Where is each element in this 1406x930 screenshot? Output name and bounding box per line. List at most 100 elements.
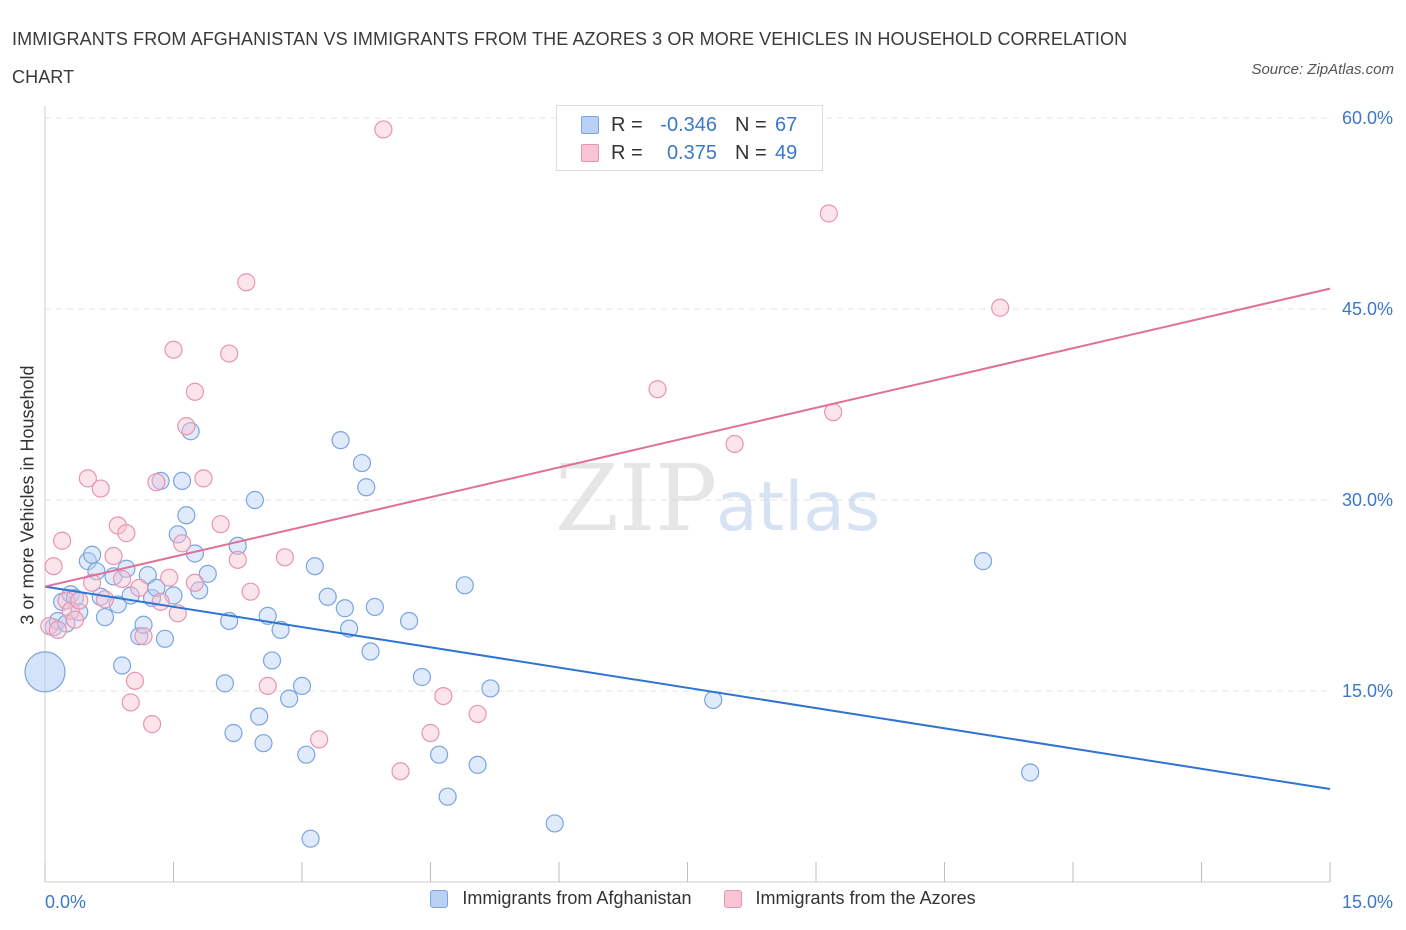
data-point xyxy=(819,204,838,223)
trend-line-afghanistan xyxy=(44,585,1331,791)
data-point xyxy=(245,490,264,510)
data-point xyxy=(704,690,723,710)
data-point xyxy=(258,676,277,696)
data-point xyxy=(57,591,76,610)
data-point xyxy=(241,582,260,601)
legend-n-label: N = xyxy=(735,141,767,164)
data-point xyxy=(125,671,145,690)
data-point xyxy=(104,546,123,566)
data-point xyxy=(434,686,453,706)
grid-layer xyxy=(45,117,1330,692)
data-point xyxy=(138,566,157,585)
data-point xyxy=(130,627,149,646)
x-tick-label: 15.0% xyxy=(1342,892,1393,912)
data-point xyxy=(142,715,162,734)
data-point xyxy=(991,298,1010,317)
y-tick-label: 30.0% xyxy=(1342,490,1393,510)
legend-r-value: 0.375 xyxy=(666,141,717,164)
legend-r-label: R = xyxy=(611,113,643,136)
data-point xyxy=(438,787,457,806)
data-point xyxy=(172,534,192,553)
data-point xyxy=(335,599,354,618)
data-point xyxy=(164,340,183,359)
series-legend-afghanistan: Immigrants from Afghanistan xyxy=(430,888,692,909)
data-point xyxy=(297,745,316,764)
data-point xyxy=(318,587,337,606)
legend-r-label: R = xyxy=(611,141,643,164)
legend-r-value: -0.346 xyxy=(660,113,717,136)
data-point xyxy=(48,620,67,639)
y-tick-label: 15.0% xyxy=(1342,681,1393,701)
axis-layer xyxy=(44,106,1331,883)
chart-title: IMMIGRANTS FROM AFGHANISTAN VS IMMIGRANT… xyxy=(12,29,1128,87)
data-point xyxy=(155,629,175,648)
data-point xyxy=(70,591,89,610)
data-point xyxy=(237,273,256,292)
data-point xyxy=(271,620,290,639)
stats-legend: R = -0.346 N = 67 R = 0.375 N = 49 xyxy=(556,105,823,171)
data-point xyxy=(254,734,273,753)
data-point xyxy=(725,434,744,454)
legend-swatch-azores xyxy=(581,144,599,162)
data-point xyxy=(228,550,247,569)
data-point xyxy=(220,344,239,363)
data-point xyxy=(121,693,140,712)
data-point xyxy=(168,525,187,544)
data-point xyxy=(185,573,205,592)
data-point xyxy=(305,557,324,576)
series-legend-label: Immigrants from Afghanistan xyxy=(462,888,692,908)
data-point xyxy=(172,471,192,490)
data-point xyxy=(421,723,440,743)
data-point xyxy=(361,642,380,661)
data-point xyxy=(468,755,487,774)
series-legend-swatch-afghanistan xyxy=(430,889,449,908)
data-point xyxy=(194,469,213,488)
data-point xyxy=(40,616,59,636)
data-point xyxy=(365,597,384,617)
data-point xyxy=(198,564,217,583)
watermark-atlas: atlas xyxy=(716,468,880,547)
data-point xyxy=(215,674,234,693)
data-point xyxy=(24,651,66,693)
data-point xyxy=(1021,763,1040,782)
data-point xyxy=(112,569,132,589)
data-point xyxy=(455,576,474,595)
data-point xyxy=(481,679,500,698)
data-point xyxy=(95,608,115,627)
trend-layer xyxy=(44,287,1331,791)
series-legend-swatch-azores xyxy=(723,889,742,908)
data-point xyxy=(112,656,132,675)
data-point xyxy=(374,120,393,139)
watermark-zip: ZIP xyxy=(555,445,717,552)
data-point xyxy=(134,627,153,646)
data-point xyxy=(412,667,432,687)
data-point xyxy=(53,531,72,550)
data-point xyxy=(91,479,110,498)
data-point xyxy=(185,382,205,401)
data-point xyxy=(83,545,102,564)
watermark: ZIP atlas xyxy=(555,445,880,552)
tick-labels: 15.0% 30.0% 45.0% 60.0% 0.0% 15.0% xyxy=(45,108,1393,912)
data-point xyxy=(280,689,299,708)
legend-n-value: 67 xyxy=(775,113,798,136)
data-point xyxy=(117,524,136,543)
data-point xyxy=(83,573,102,592)
data-point xyxy=(211,515,230,534)
legend-n-label: N = xyxy=(735,113,767,136)
points-afghanistan xyxy=(24,422,1040,848)
data-point xyxy=(391,762,410,781)
data-point xyxy=(250,707,269,726)
data-point xyxy=(357,478,376,497)
data-point xyxy=(301,829,320,848)
data-point xyxy=(262,651,282,670)
y-tick-label: 60.0% xyxy=(1342,108,1393,128)
trend-line-azores xyxy=(44,287,1331,588)
legend-row-afghanistan: R = -0.346 N = 67 xyxy=(581,113,797,137)
series-legend-label: Immigrants from the Azores xyxy=(755,888,976,908)
data-point xyxy=(95,590,115,609)
data-point xyxy=(331,431,350,450)
data-point xyxy=(130,578,149,597)
data-point xyxy=(177,417,196,436)
series-legend-azores: Immigrants from the Azores xyxy=(723,888,976,909)
series-legend: Immigrants from Afghanistan Immigrants f… xyxy=(0,888,1406,909)
